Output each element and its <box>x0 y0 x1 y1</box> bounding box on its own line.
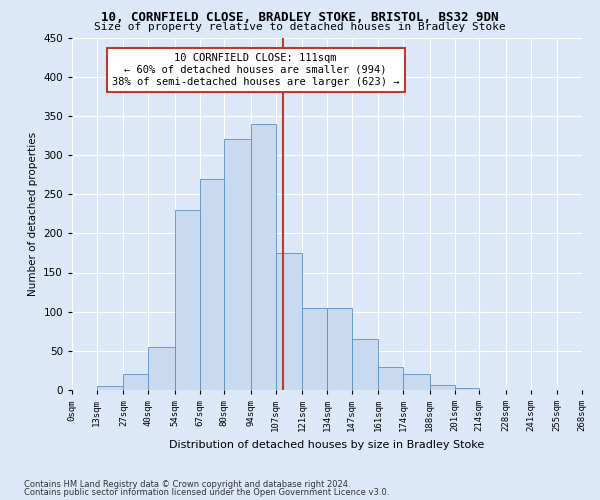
Bar <box>455 388 479 390</box>
Bar <box>224 140 251 390</box>
Bar <box>175 210 199 390</box>
Bar <box>199 178 224 390</box>
Text: Size of property relative to detached houses in Bradley Stoke: Size of property relative to detached ho… <box>94 22 506 32</box>
Bar <box>352 339 379 390</box>
X-axis label: Distribution of detached houses by size in Bradley Stoke: Distribution of detached houses by size … <box>169 440 485 450</box>
Bar <box>124 374 148 390</box>
Bar <box>275 253 302 390</box>
Bar <box>403 374 430 390</box>
Bar <box>302 308 327 390</box>
Bar <box>97 386 124 390</box>
Bar <box>379 366 403 390</box>
Bar <box>430 384 455 390</box>
Bar <box>327 308 352 390</box>
Y-axis label: Number of detached properties: Number of detached properties <box>28 132 38 296</box>
Text: 10, CORNFIELD CLOSE, BRADLEY STOKE, BRISTOL, BS32 9DN: 10, CORNFIELD CLOSE, BRADLEY STOKE, BRIS… <box>101 11 499 24</box>
Text: Contains public sector information licensed under the Open Government Licence v3: Contains public sector information licen… <box>24 488 389 497</box>
Bar <box>251 124 275 390</box>
Text: Contains HM Land Registry data © Crown copyright and database right 2024.: Contains HM Land Registry data © Crown c… <box>24 480 350 489</box>
Bar <box>148 347 175 390</box>
Text: 10 CORNFIELD CLOSE: 111sqm
← 60% of detached houses are smaller (994)
38% of sem: 10 CORNFIELD CLOSE: 111sqm ← 60% of deta… <box>112 54 400 86</box>
